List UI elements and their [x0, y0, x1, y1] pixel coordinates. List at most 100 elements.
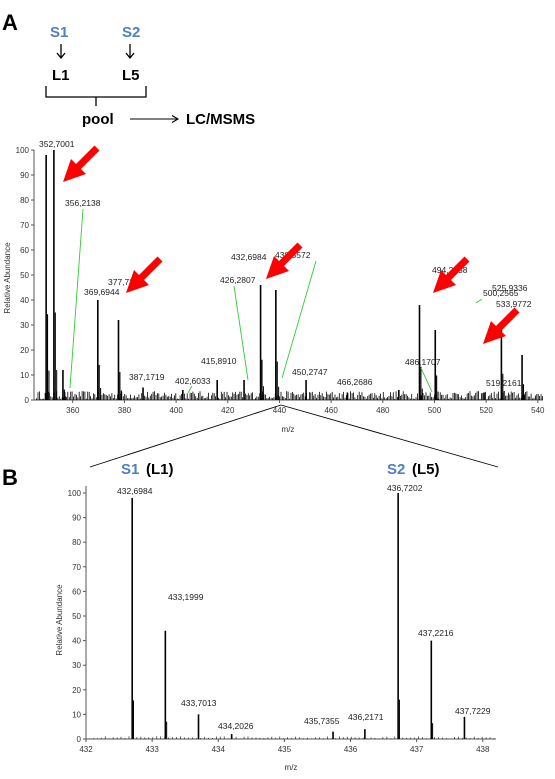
chart-a-peak-label: 387,1719 — [129, 372, 165, 382]
chart-b-x-tick-label: 435 — [278, 745, 292, 754]
chart-b-y-tick-label: 60 — [72, 587, 81, 596]
chart-b-x-tick-label: 434 — [212, 745, 226, 754]
red-arrow-head — [126, 270, 149, 293]
inset-l1-label: (L1) — [146, 461, 174, 478]
inset-s1-label: S1 — [121, 461, 139, 478]
chart-b-peak-label: 433,1999 — [168, 592, 204, 602]
inset-l5-label: (L5) — [412, 461, 440, 478]
chart-a-x-tick-label: 400 — [169, 406, 183, 415]
chart-a-leader-line — [281, 260, 317, 379]
chart-a-x-tick-label: 500 — [428, 406, 442, 415]
scheme-l1-label: L1 — [52, 67, 70, 84]
chart-b-y-tick-label: 10 — [72, 710, 81, 719]
chart-b-y-axis-title: Relative Abundance — [55, 584, 64, 656]
chart-b-y-tick-label: 100 — [68, 489, 82, 498]
chart-a-y-axis-title: Relative Abundance — [3, 242, 12, 314]
chart-b-y-tick-label: 0 — [77, 735, 82, 744]
chart-a-y-tick-label: 100 — [16, 146, 30, 155]
workflow-scheme: S1 S2 L1 L5 pool LC/MSMS — [45, 24, 255, 128]
red-arrow-head — [433, 270, 456, 293]
chart-b-x-axis-title: m/z — [285, 763, 298, 772]
chart-a-y-tick-label: 50 — [20, 271, 29, 280]
chart-b-peak-label: 437,2216 — [418, 628, 454, 638]
red-arrow — [483, 307, 520, 344]
chart-a-x-tick-label: 380 — [118, 406, 132, 415]
chart-b-y-tick-label: 80 — [72, 538, 81, 547]
red-arrow — [63, 145, 100, 182]
scheme-pool-bracket — [45, 86, 147, 98]
chart-b-peak-label: 437,7229 — [455, 706, 491, 716]
chart-a-leader-line — [420, 367, 433, 393]
chart-b-y-tick-label: 70 — [72, 563, 81, 572]
red-arrow-head — [483, 321, 506, 344]
chart-b-x-tick-label: 433 — [145, 745, 159, 754]
chart-a-x-tick-label: 480 — [376, 406, 390, 415]
chart-a-peak-label: 369,6944 — [84, 287, 120, 297]
chart-a-y-tick-label: 40 — [20, 296, 29, 305]
red-arrow-shaft — [72, 145, 100, 173]
red-arrow-shaft — [135, 256, 163, 284]
chart-a-peak-label: 415,8910 — [201, 356, 237, 366]
zoom-guide-lines — [89, 404, 499, 468]
chart-a-peak-label: 500,2565 — [483, 288, 519, 298]
chart-b-y-tick-label: 90 — [72, 514, 81, 523]
chart-b-peak-label: 434,2026 — [218, 721, 254, 731]
red-arrow-shaft — [275, 242, 303, 270]
chart-a-x-tick-label: 420 — [221, 406, 235, 415]
chart-a-y-tick-label: 0 — [25, 396, 30, 405]
spectrum-chart-a: Relative Abundance m/z 0 10 20 30 40 50 60 70 80… — [3, 139, 545, 434]
chart-b-peak-label: 436,2171 — [348, 712, 384, 722]
chart-b-y-tick-label: 40 — [72, 637, 81, 646]
chart-a-peak-label: 450,2747 — [292, 367, 328, 377]
chart-a-peak-label: 494,2238 — [432, 265, 468, 275]
chart-b-peak-label: 435,7355 — [304, 716, 340, 726]
chart-a-x-tick-label: 520 — [479, 406, 493, 415]
chart-a-y-tick-label: 60 — [20, 246, 29, 255]
chart-a-y-tick-label: 90 — [20, 171, 29, 180]
red-arrow — [126, 256, 163, 293]
chart-a-y-tick-label: 70 — [20, 221, 29, 230]
red-arrow-shaft — [442, 256, 470, 284]
panel-b-letter: B — [2, 465, 18, 490]
chart-a-x-tick-label: 360 — [66, 406, 80, 415]
chart-a-leader-line — [187, 385, 193, 394]
red-arrow — [266, 242, 303, 279]
chart-b-y-tick-label: 20 — [72, 686, 81, 695]
chart-a-peak-label: 519,2161 — [486, 378, 522, 388]
chart-b-peak-label: 436,7202 — [387, 483, 423, 493]
chart-a-leader-line — [475, 298, 483, 304]
spectrum-chart-b: Relative Abundance m/z 0 10 20 30 40 50 60 70 80… — [55, 483, 496, 772]
chart-a-x-tick-label: 460 — [324, 406, 338, 415]
chart-a-x-axis-title: m/z — [282, 425, 295, 434]
chart-a-peak-label: 356,2138 — [65, 198, 101, 208]
scheme-right-arrow — [130, 115, 180, 123]
chart-a-y-tick-label: 80 — [20, 196, 29, 205]
chart-a-x-tick-label: 440 — [273, 406, 287, 415]
red-arrow-head — [266, 256, 289, 279]
chart-a-peak-label: 432,6984 — [231, 252, 267, 262]
chart-b-peak-label: 432,6984 — [117, 486, 153, 496]
red-arrow — [433, 256, 470, 293]
chart-a-peak-label: 525,9336 — [492, 283, 528, 293]
scheme-pool-label: pool — [82, 111, 114, 128]
chart-a-leader-line — [69, 208, 84, 389]
inset-labels: S1 (L1) S2 (L5) — [121, 461, 440, 478]
scheme-down-arrow-left — [56, 44, 66, 60]
scheme-s1-label: S1 — [50, 24, 68, 41]
chart-a-peak-label: 402,6033 — [175, 376, 211, 386]
inset-s2-label: S2 — [387, 461, 405, 478]
chart-a-peak-label: 486,1707 — [405, 357, 441, 367]
chart-b-x-tick-label: 438 — [476, 745, 490, 754]
chart-a-baseline-noise — [36, 391, 543, 400]
chart-b-y-tick-label: 50 — [72, 612, 81, 621]
chart-a-peak-label: 533,9772 — [496, 299, 532, 309]
chart-a-peak-label: 352,7001 — [39, 139, 75, 149]
chart-b-y-tick-label: 30 — [72, 661, 81, 670]
red-arrow-head — [63, 159, 86, 182]
scheme-lcms-label: LC/MSMS — [186, 111, 255, 128]
chart-a-y-tick-label: 20 — [20, 346, 29, 355]
chart-a-y-tick-label: 30 — [20, 321, 29, 330]
chart-a-peak-label: 377,7381 — [108, 277, 144, 287]
scheme-s2-label: S2 — [122, 24, 140, 41]
